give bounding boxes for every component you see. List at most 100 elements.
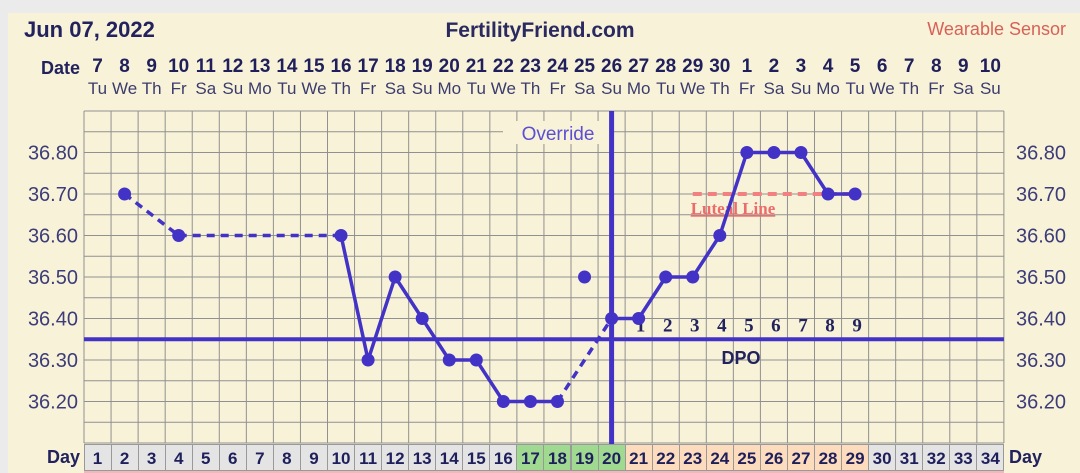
weekday-label: We [301, 79, 327, 98]
data-point-day-10[interactable] [334, 229, 348, 242]
cycle-day-cell-34[interactable]: 34 [976, 444, 1005, 471]
cycle-day-cell-2[interactable]: 2 [110, 444, 139, 471]
cycle-day-cell-15[interactable]: 15 [462, 444, 491, 471]
date-number: 19 [411, 56, 433, 77]
cycle-day-cell-29[interactable]: 29 [841, 444, 870, 471]
data-point-day-16[interactable] [496, 395, 510, 408]
temp-segment [637, 276, 668, 320]
cycle-day-cell-33[interactable]: 33 [949, 444, 978, 471]
cycle-day-cell-24[interactable]: 24 [705, 444, 734, 471]
data-point-day-4[interactable] [172, 229, 186, 242]
luteal-line-label: Luteal Line [691, 199, 776, 218]
cycle-day-cell-25[interactable]: 25 [732, 444, 761, 471]
cycle-day-cell-28[interactable]: 28 [814, 444, 843, 471]
cycle-day-cell-13[interactable]: 13 [408, 444, 437, 471]
data-point-day-17[interactable] [523, 395, 537, 408]
cycle-day-cell-4[interactable]: 4 [164, 444, 193, 471]
cycle-day-cell-16[interactable]: 16 [489, 444, 518, 471]
temp-tick-label-left: 36.50 [28, 267, 78, 289]
weekday-label: Fr [928, 79, 945, 98]
data-point-day-21[interactable] [632, 312, 646, 325]
weekday-label: Mo [816, 79, 840, 98]
weekday-label: We [490, 79, 516, 98]
weekday-label: Su [601, 79, 622, 98]
cycle-day-cell-1[interactable]: 1 [83, 444, 112, 471]
data-point-day-22[interactable] [659, 270, 673, 284]
cycle-day-cell-3[interactable]: 3 [137, 444, 166, 471]
data-point-day-23[interactable] [686, 270, 700, 284]
data-point-day-28[interactable] [821, 187, 835, 201]
override-label-mask [503, 121, 613, 144]
cycle-day-cell-9[interactable]: 9 [299, 444, 328, 471]
day-axis-label-left: Day [46, 447, 80, 467]
date-number: 20 [438, 56, 460, 77]
data-point-day-13[interactable] [415, 312, 429, 325]
cycle-day-cell-7[interactable]: 7 [245, 444, 274, 471]
cycle-day-cell-26[interactable]: 26 [759, 444, 788, 471]
temp-tick-label-left: 36.70 [28, 184, 78, 206]
data-point-day-19[interactable] [578, 270, 592, 284]
temp-tick-label-right: 36.70 [1016, 184, 1066, 206]
temp-segment [799, 151, 830, 195]
cycle-day-cell-31[interactable]: 31 [895, 444, 924, 471]
cycle-day-cell-8[interactable]: 8 [272, 444, 301, 471]
dpo-number: 8 [825, 316, 835, 337]
cycle-day-cell-30[interactable]: 30 [868, 444, 897, 471]
cycle-day-cell-6[interactable]: 6 [218, 444, 247, 471]
date-number: 8 [119, 56, 130, 77]
weekday-label: Fr [549, 79, 566, 98]
dpo-number: 3 [690, 316, 700, 337]
cycle-day-cell-18[interactable]: 18 [543, 444, 572, 471]
date-number: 15 [303, 56, 325, 77]
date-number: 25 [573, 56, 596, 77]
date-number: 12 [222, 56, 244, 77]
temp-tick-label-right: 36.50 [1016, 267, 1066, 289]
weekday-label: Mo [248, 79, 272, 98]
temp-segment [339, 235, 370, 361]
temp-segment [691, 234, 722, 278]
temp-tick-label-left: 36.40 [28, 309, 78, 331]
cycle-day-cell-12[interactable]: 12 [381, 444, 410, 471]
weekday-label: We [869, 79, 895, 98]
data-point-day-29[interactable] [848, 187, 862, 201]
data-point-day-25[interactable] [740, 146, 754, 159]
cycle-day-cell-22[interactable]: 22 [651, 444, 680, 471]
data-point-day-15[interactable] [469, 353, 483, 367]
day-axis-label-right: Day [1009, 447, 1043, 467]
data-point-day-24[interactable] [713, 229, 727, 242]
cycle-day-cell-23[interactable]: 23 [678, 444, 707, 471]
cycle-day-cell-20[interactable]: 20 [597, 444, 626, 471]
weekday-label: We [111, 79, 138, 98]
date-number: 27 [628, 56, 650, 77]
temp-segment [474, 359, 505, 403]
date-number: 7 [92, 56, 103, 77]
data-point-day-14[interactable] [442, 353, 456, 367]
cycle-day-cell-21[interactable]: 21 [624, 444, 653, 471]
data-point-day-2[interactable] [118, 187, 132, 201]
cycle-day-cell-5[interactable]: 5 [191, 444, 220, 471]
data-point-day-20[interactable] [605, 312, 619, 325]
cycle-day-cell-11[interactable]: 11 [354, 444, 383, 471]
cycle-day-cell-32[interactable]: 32 [922, 444, 951, 471]
temp-tick-label-right: 36.20 [1016, 392, 1066, 414]
temp-segment [556, 317, 614, 403]
temp-tick-label-left: 36.20 [28, 392, 78, 414]
cycle-day-cell-10[interactable]: 10 [327, 444, 356, 471]
data-point-day-26[interactable] [767, 146, 781, 159]
data-point-day-12[interactable] [388, 270, 402, 284]
date-number: 13 [249, 56, 271, 77]
cycle-day-cell-19[interactable]: 19 [570, 444, 599, 471]
date-axis-label: Date [40, 58, 80, 78]
cycle-day-cell-17[interactable]: 17 [516, 444, 545, 471]
cycle-day-cell-14[interactable]: 14 [435, 444, 464, 471]
weekday-label: Tu [87, 79, 108, 98]
temp-tick-label-right: 36.80 [1016, 143, 1066, 165]
data-point-day-27[interactable] [794, 146, 808, 159]
weekday-label: Th [899, 79, 920, 98]
cycle-day-cell-27[interactable]: 27 [786, 444, 815, 471]
dpo-number: 5 [744, 316, 754, 337]
data-point-day-18[interactable] [550, 395, 564, 408]
weekday-label: Tu [277, 79, 297, 98]
data-point-day-11[interactable] [361, 353, 375, 367]
